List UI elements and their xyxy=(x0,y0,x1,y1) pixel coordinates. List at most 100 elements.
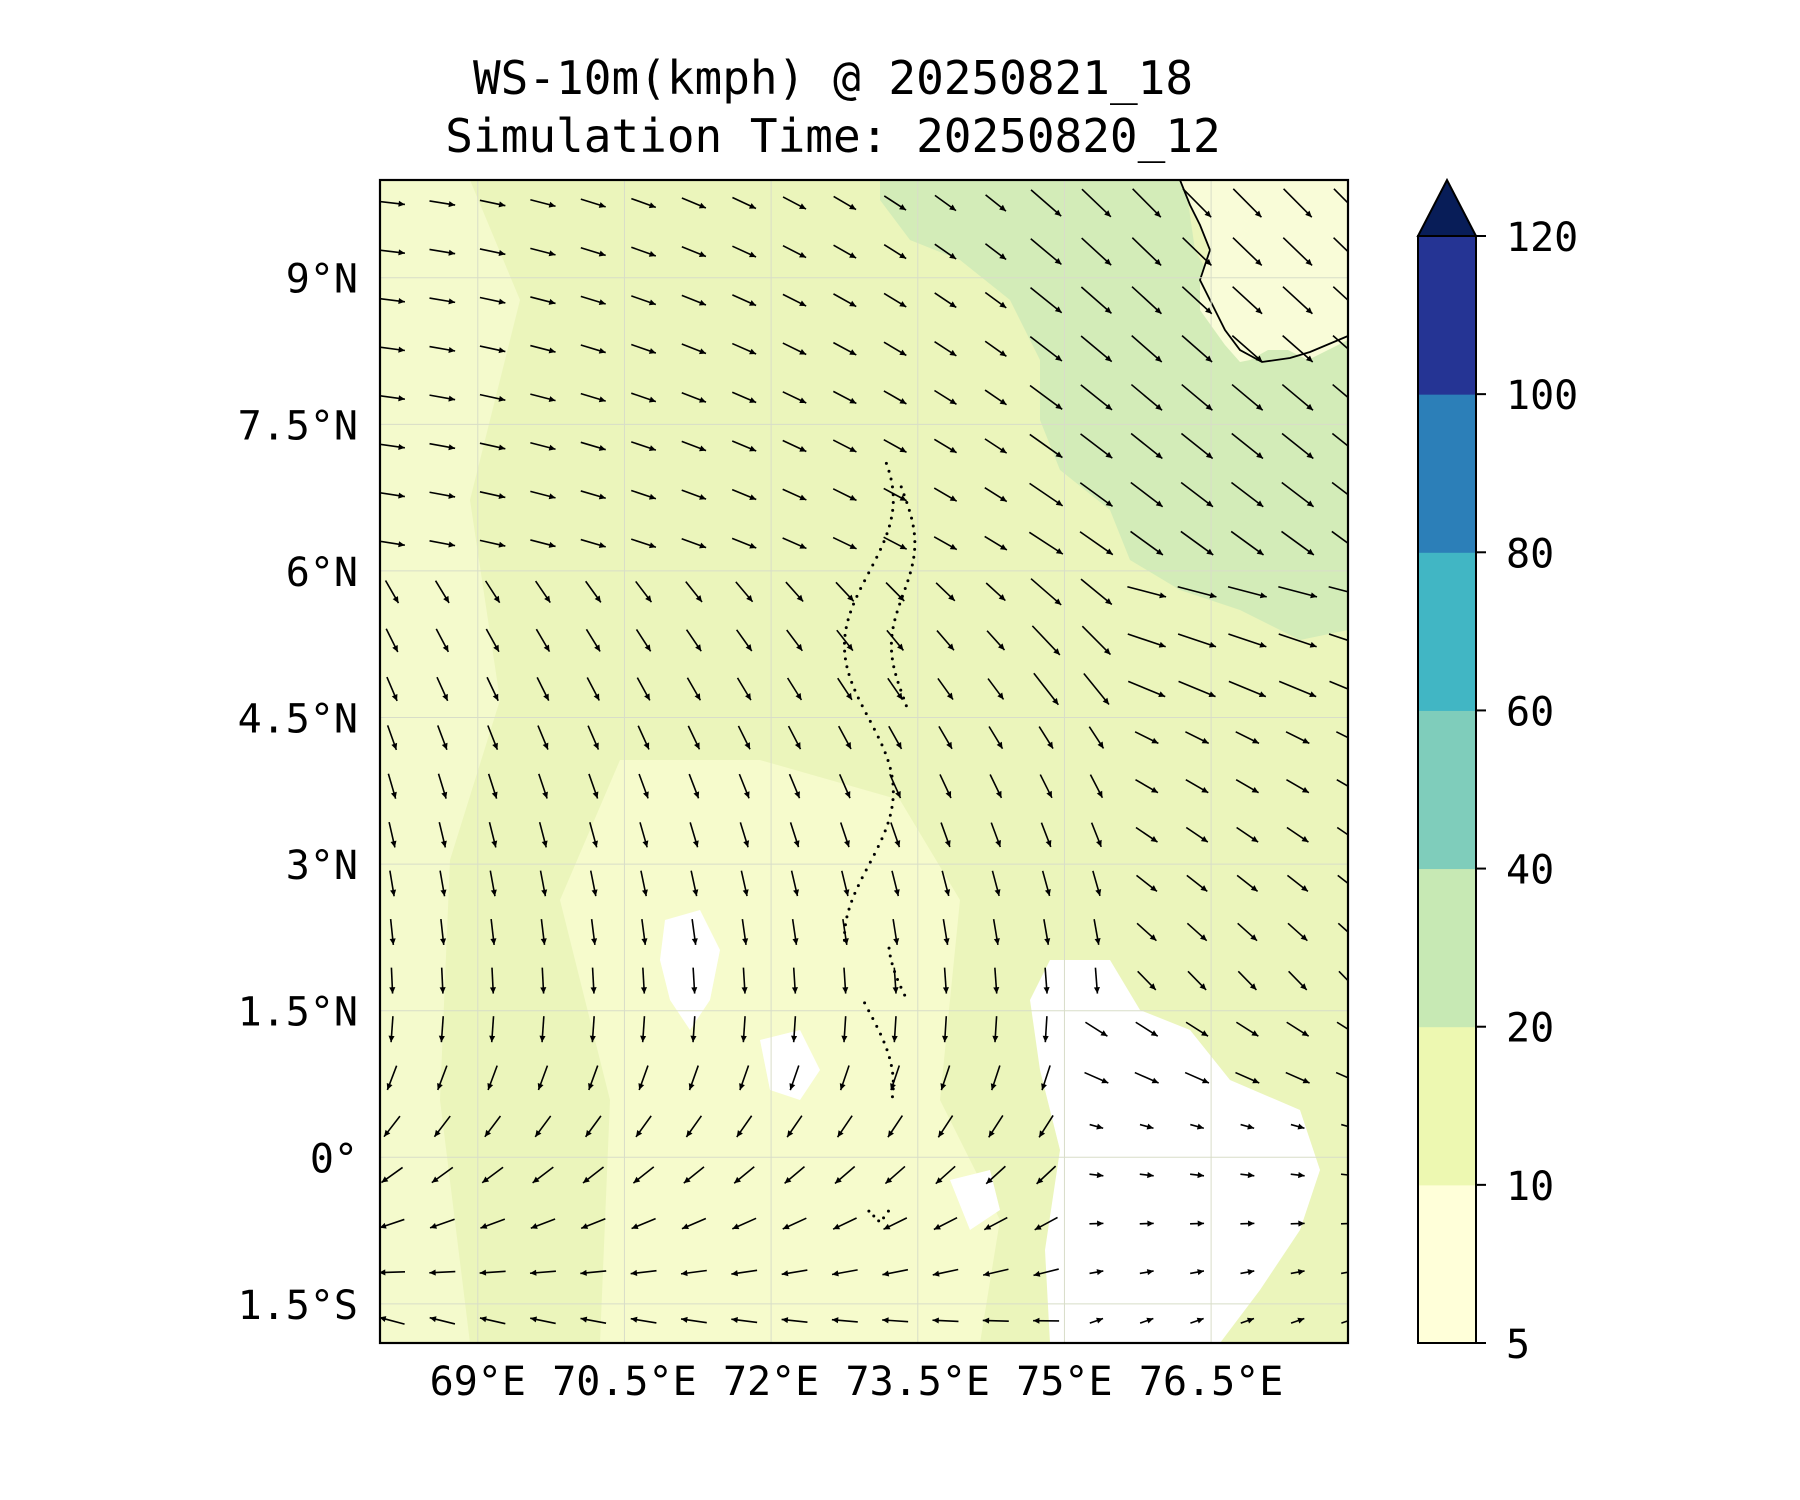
wind-arrow xyxy=(892,967,899,994)
wind-arrow xyxy=(1092,870,1102,897)
wind-arrow xyxy=(1240,1317,1255,1324)
wind-arrow xyxy=(883,195,907,211)
lat-label: 4.5°N xyxy=(238,697,358,743)
wind-arrow xyxy=(1033,1268,1059,1277)
wind-arrow xyxy=(1335,1071,1348,1079)
island-dot xyxy=(890,649,894,653)
wind-arrow xyxy=(384,580,400,604)
wind-arrow xyxy=(983,1216,1008,1231)
wind-arrow xyxy=(1286,778,1310,794)
wind-arrow xyxy=(934,341,957,357)
wind-arrow xyxy=(680,1316,707,1324)
wind-arrow xyxy=(985,582,1006,602)
wind-arrow xyxy=(1040,822,1052,848)
wind-arrow xyxy=(530,247,556,257)
wind-arrow xyxy=(1132,188,1162,218)
wind-arrow xyxy=(1130,383,1163,411)
wind-arrow xyxy=(681,1217,707,1230)
lat-label: 1.5°N xyxy=(238,990,358,1036)
wind-arrow xyxy=(991,870,1001,897)
wind-arrow xyxy=(782,244,807,259)
wind-arrow xyxy=(842,967,849,994)
wind-arrow xyxy=(1131,335,1163,363)
wind-arrow xyxy=(388,821,397,848)
wind-arrow xyxy=(1235,778,1260,794)
wind-arrow xyxy=(1240,1123,1255,1130)
wind-arrow xyxy=(835,581,855,602)
wind-arrow xyxy=(987,678,1005,700)
island-dot xyxy=(883,751,887,755)
wind-arrow xyxy=(791,919,799,945)
wind-arrows xyxy=(380,188,1348,1325)
wind-arrow xyxy=(1337,922,1348,934)
wind-arrow xyxy=(1185,826,1209,843)
island-dot xyxy=(880,743,884,747)
island-dot xyxy=(845,915,849,919)
wind-arrow xyxy=(631,197,657,209)
wind-arrow xyxy=(631,392,657,403)
wind-arrow xyxy=(741,967,748,994)
wind-arrow xyxy=(883,390,907,405)
wind-arrow xyxy=(1030,189,1062,217)
wind-arrow xyxy=(479,1269,506,1276)
wind-arrow xyxy=(784,1166,805,1184)
island-dot xyxy=(905,501,909,505)
island-dot xyxy=(888,954,892,958)
lat-label: 9°N xyxy=(286,257,358,303)
wind-arrow xyxy=(429,442,456,451)
wind-arrow xyxy=(380,1316,405,1325)
wind-arrow xyxy=(940,1065,951,1091)
wind-arrow xyxy=(1332,286,1348,302)
wind-arrow xyxy=(1182,237,1213,267)
wind-arrow xyxy=(1232,286,1263,315)
wind-arrow xyxy=(1333,188,1348,205)
wind-arrow xyxy=(1089,1269,1104,1276)
wind-arrow xyxy=(436,1065,448,1091)
island-dot xyxy=(911,524,915,528)
wind-arrow xyxy=(429,491,456,499)
field-calm-region-southeast xyxy=(1030,960,1320,1343)
wind-arrow xyxy=(984,438,1008,454)
wind-arrow xyxy=(1131,237,1162,267)
wind-arrow xyxy=(631,295,657,306)
wind-arrow xyxy=(1030,287,1063,314)
wind-arrow xyxy=(1331,530,1348,545)
wind-arrow xyxy=(1139,1220,1154,1227)
wind-arrow xyxy=(580,538,606,549)
wind-arrow xyxy=(791,967,798,994)
wind-arrow xyxy=(637,725,650,750)
island-dot xyxy=(899,485,903,489)
wind-arrow xyxy=(429,539,456,548)
wind-arrow xyxy=(1180,432,1214,460)
wind-arrow xyxy=(530,490,556,500)
island-dot xyxy=(875,555,879,559)
wind-arrow xyxy=(529,1269,556,1276)
wind-arrow xyxy=(731,342,757,355)
island-dot xyxy=(892,665,896,669)
wind-arrow xyxy=(1080,335,1113,363)
island-dot xyxy=(864,868,868,872)
island-dot xyxy=(860,704,864,708)
wind-arrow xyxy=(1281,481,1315,508)
wind-arrow xyxy=(889,774,902,799)
wind-arrow xyxy=(1131,286,1163,315)
wind-arrow xyxy=(630,1269,657,1276)
island-dot xyxy=(889,516,893,520)
wind-arrow xyxy=(782,391,807,404)
island-dot xyxy=(871,1017,875,1021)
colorbar: 5 10 20 40 60 80 100 120 xyxy=(1416,177,1578,1368)
wind-arrow xyxy=(1081,625,1112,656)
wind-arrow xyxy=(387,773,397,799)
wind-arrow xyxy=(429,297,456,305)
wind-arrow xyxy=(479,199,506,208)
wind-arrow xyxy=(888,725,903,750)
colorbar-tick-label: 60 xyxy=(1506,689,1554,735)
island-dot xyxy=(891,501,895,505)
wind-arrow xyxy=(639,822,649,848)
wind-arrow xyxy=(1332,335,1348,350)
wind-arrow xyxy=(539,870,548,897)
wind-arrow xyxy=(490,918,497,946)
wind-arrow xyxy=(1190,1317,1204,1324)
wind-arrow xyxy=(890,822,901,848)
island-dot xyxy=(891,790,895,794)
